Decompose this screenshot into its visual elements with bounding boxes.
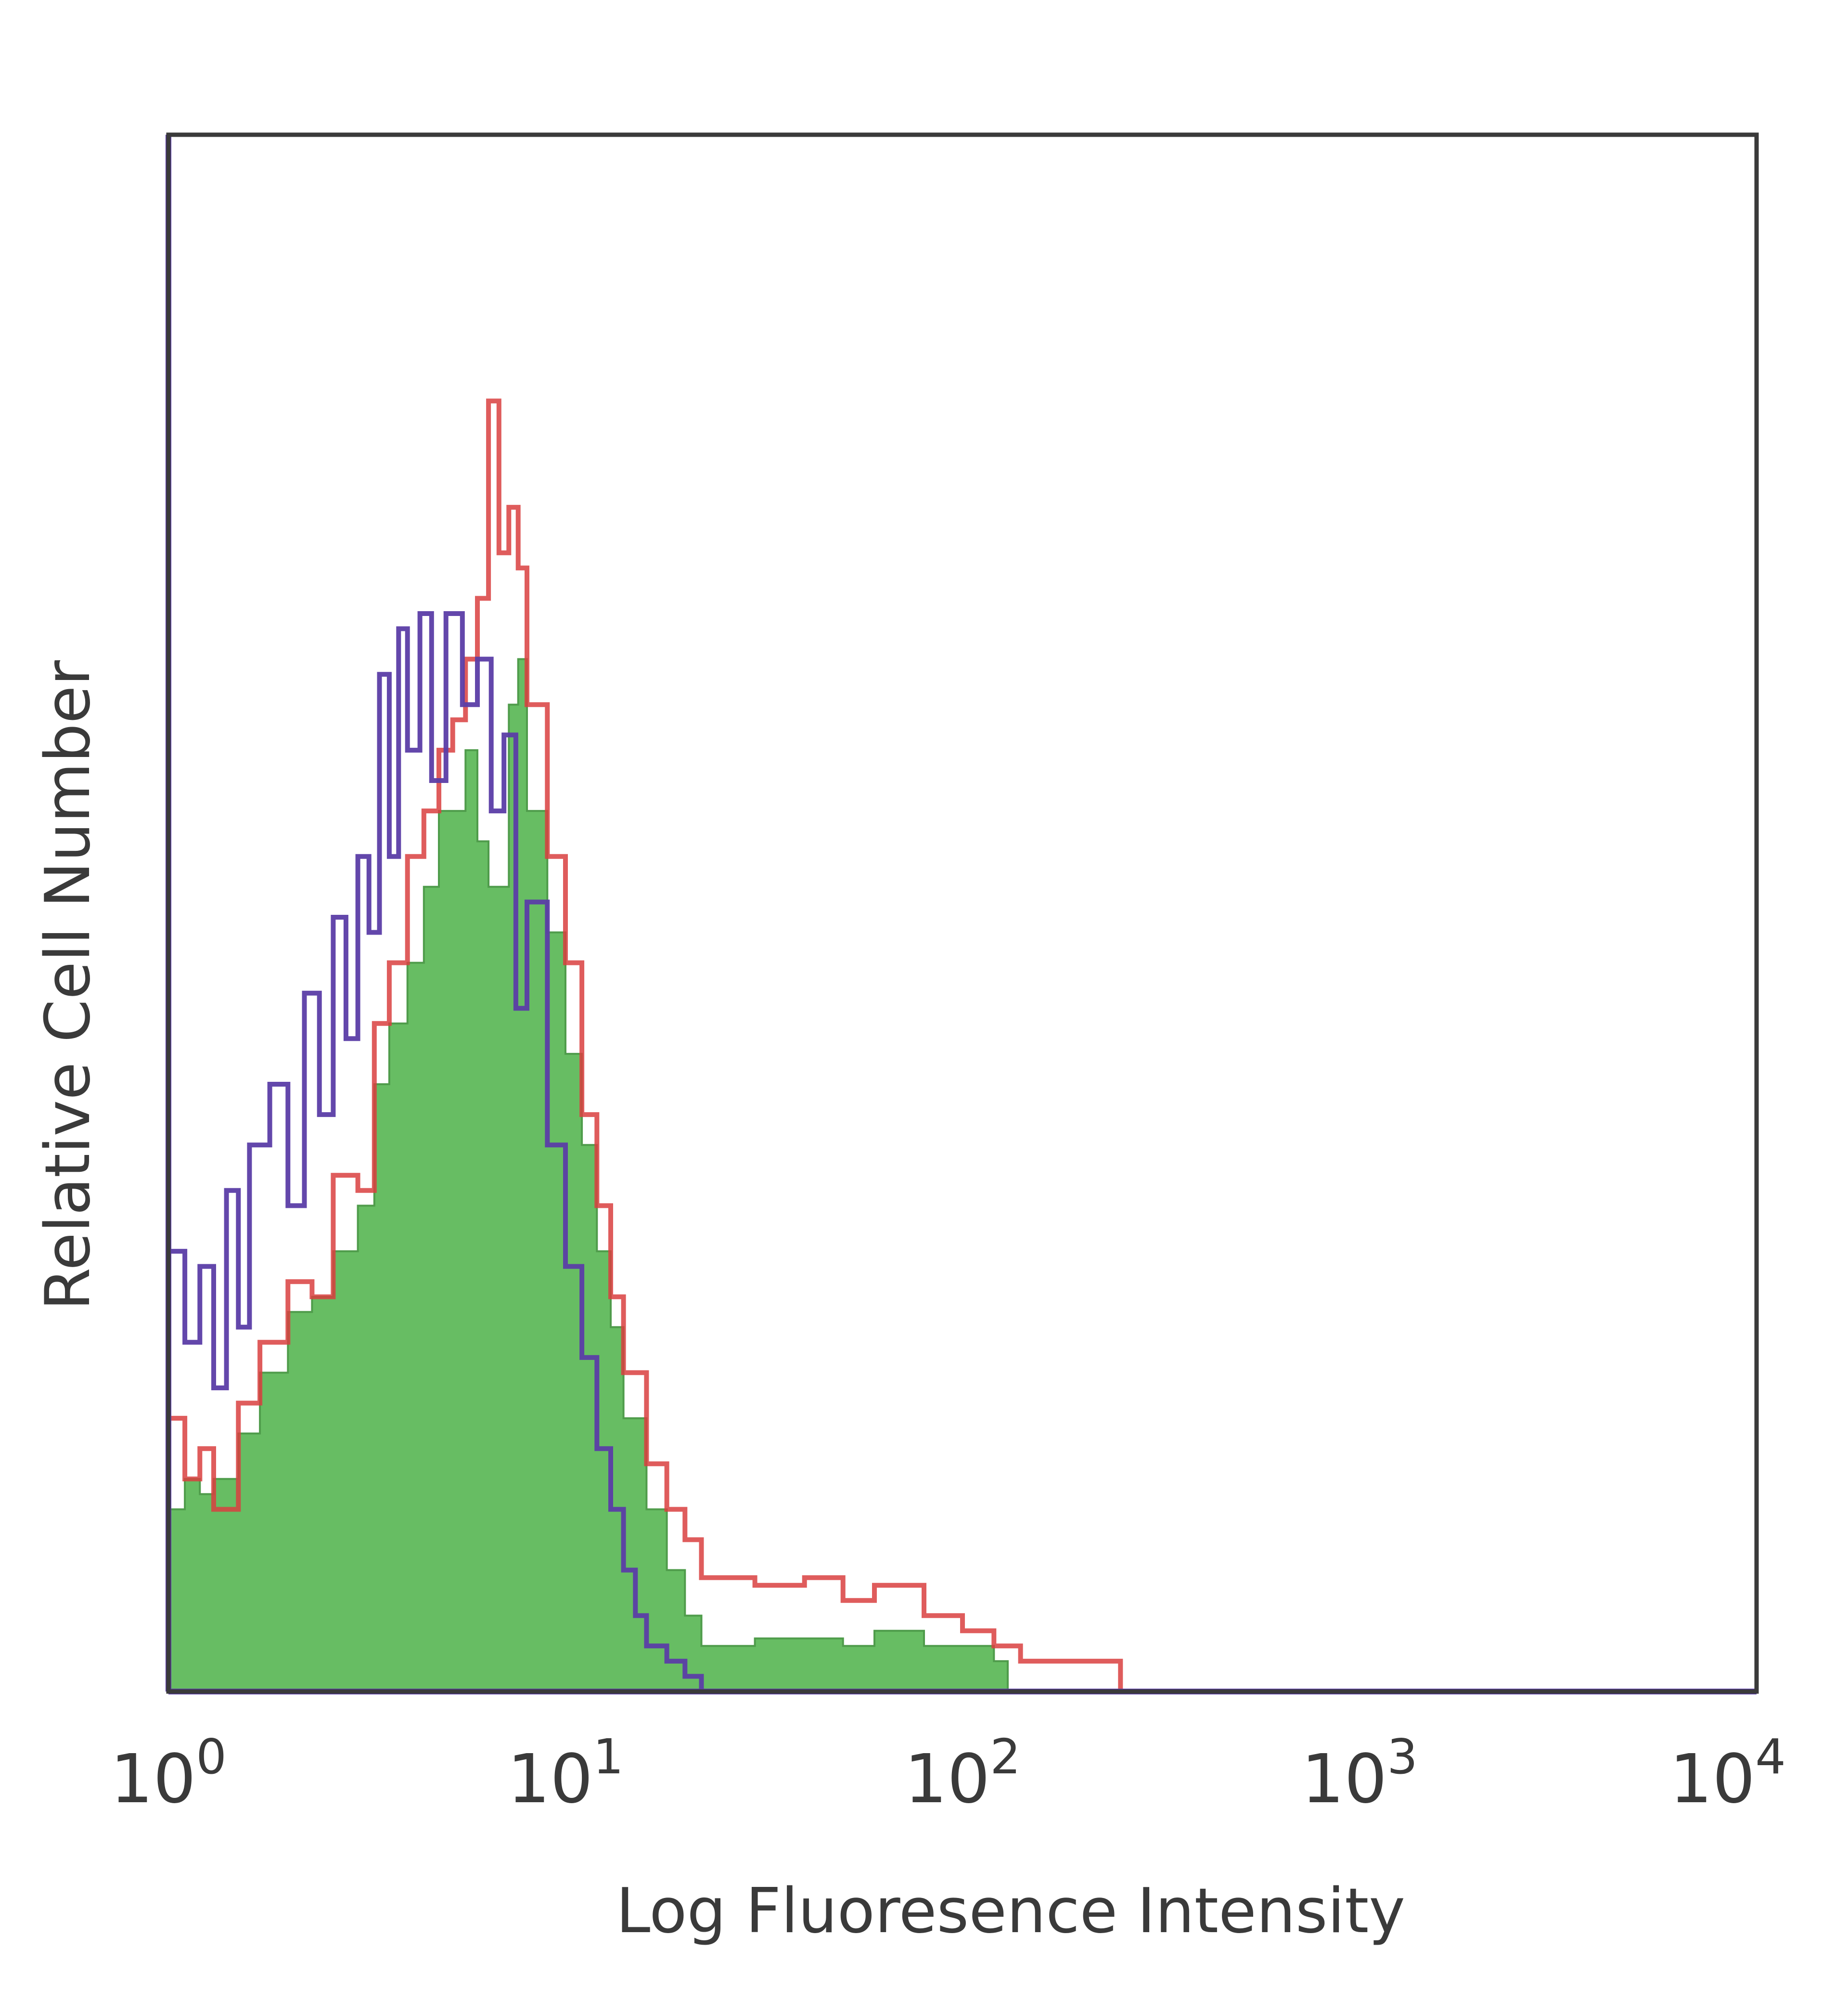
plot-frame bbox=[166, 132, 1759, 1694]
x-tick-labels: 100 101 102 103 104 bbox=[110, 1729, 1786, 1819]
x-tick-label: 102 bbox=[904, 1729, 1021, 1819]
x-tick-label: 104 bbox=[1669, 1729, 1786, 1819]
x-tick-label: 103 bbox=[1301, 1729, 1418, 1819]
x-tick-label: 101 bbox=[507, 1729, 624, 1819]
y-axis-title: Relative Cell Number bbox=[32, 660, 104, 1310]
plot-area bbox=[166, 135, 1757, 1694]
x-tick-label: 100 bbox=[110, 1729, 227, 1819]
x-axis-title: Log Fluoresence Intensity bbox=[616, 1875, 1405, 1947]
series-purple-outline bbox=[166, 611, 711, 1694]
series-red-outline bbox=[166, 398, 1130, 1694]
series-green-filled bbox=[167, 658, 1017, 1692]
